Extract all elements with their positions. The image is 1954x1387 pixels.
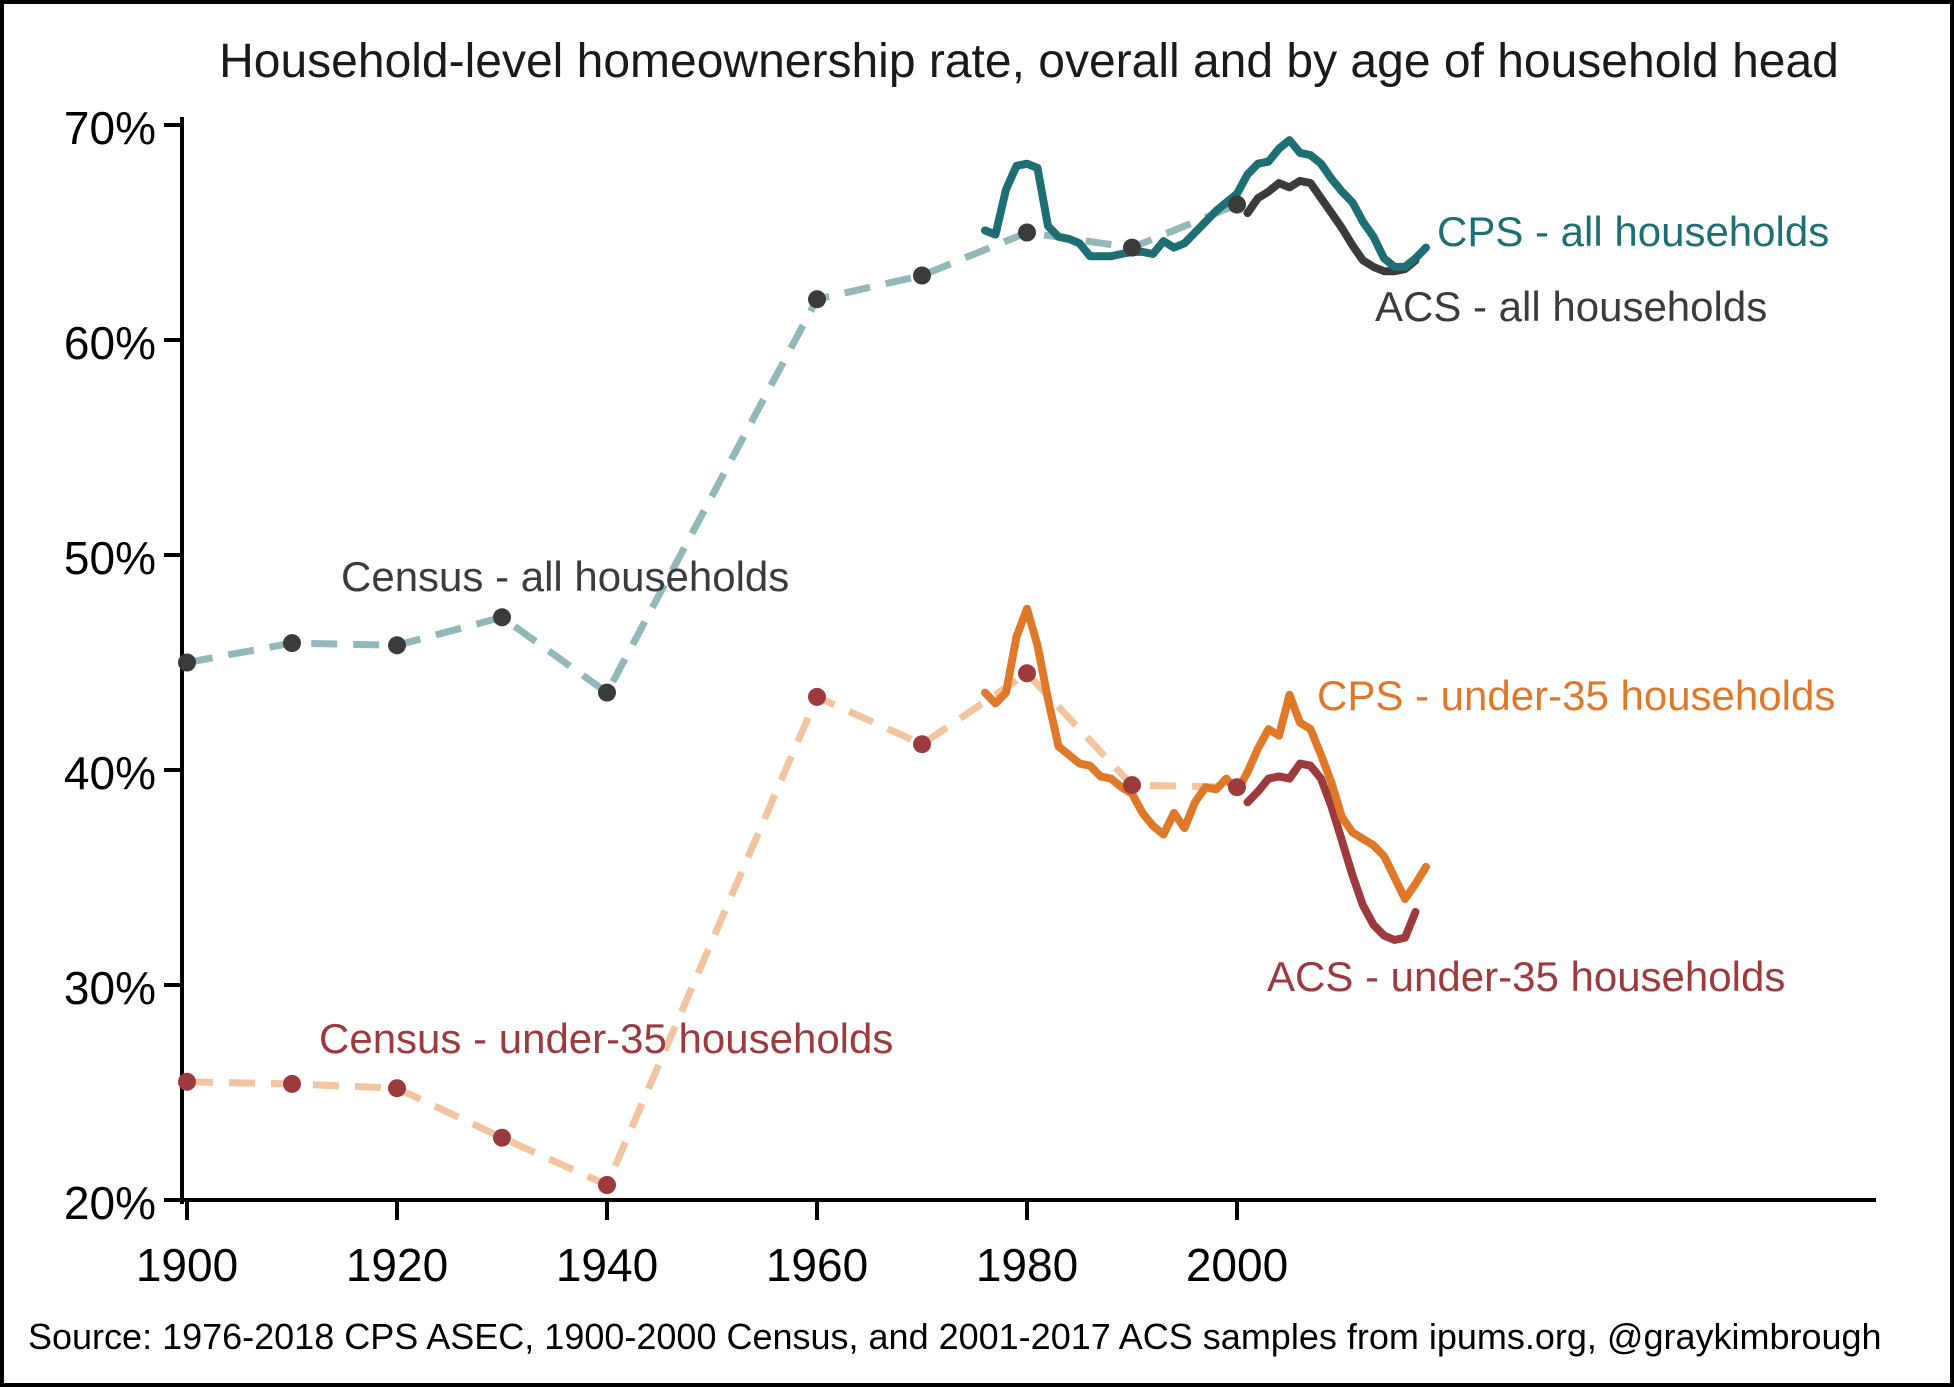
series-dot-census_all bbox=[808, 290, 826, 309]
series-dot-census_all bbox=[1228, 195, 1246, 214]
series-dot-census_u35 bbox=[808, 687, 826, 706]
y-tick bbox=[164, 768, 182, 772]
y-tick bbox=[164, 983, 182, 987]
series-dot-census_all bbox=[1018, 223, 1036, 242]
y-tick-label: 30% bbox=[63, 962, 156, 1014]
series-line-cps_u35 bbox=[981, 604, 1430, 903]
y-tick-label: 70% bbox=[63, 102, 156, 154]
series-dot-census_u35 bbox=[1123, 776, 1141, 795]
series-line-acs_all bbox=[1243, 176, 1420, 276]
series-line-cps_all bbox=[981, 136, 1430, 271]
series-dot-census_u35 bbox=[598, 1176, 616, 1194]
series-dot-census_u35 bbox=[388, 1079, 406, 1098]
source-note: Source: 1976-2018 CPS ASEC, 1900-2000 Ce… bbox=[28, 1316, 1882, 1357]
y-tick bbox=[164, 553, 182, 557]
x-tick bbox=[185, 1202, 189, 1220]
x-tick bbox=[1025, 1202, 1029, 1220]
series-label-acs_u35: ACS - under-35 households bbox=[1267, 953, 1786, 1000]
x-tick bbox=[605, 1202, 609, 1220]
y-tick-label: 60% bbox=[63, 317, 156, 369]
x-tick bbox=[395, 1202, 399, 1220]
series-dot-census_u35 bbox=[178, 1072, 196, 1091]
x-tick-label: 1900 bbox=[135, 1239, 239, 1291]
y-tick bbox=[164, 1198, 182, 1202]
x-axis bbox=[180, 1198, 1876, 1202]
series-dot-census_u35 bbox=[1228, 778, 1246, 797]
series-dot-census_all bbox=[913, 266, 931, 285]
series-dot-census_u35 bbox=[913, 735, 931, 754]
series-dot-census_all bbox=[1123, 238, 1141, 257]
series-dot-census_all bbox=[283, 634, 301, 653]
y-tick-label: 50% bbox=[63, 532, 156, 584]
x-tick bbox=[815, 1202, 819, 1220]
x-tick bbox=[1235, 1202, 1239, 1220]
x-tick-label: 1920 bbox=[345, 1239, 449, 1291]
chart-title: Household-level homeownership rate, over… bbox=[219, 35, 1839, 88]
series-label-acs_all: ACS - all households bbox=[1375, 283, 1768, 330]
series-label-cps_u35: CPS - under-35 households bbox=[1317, 672, 1836, 719]
y-tick bbox=[164, 123, 182, 127]
y-tick bbox=[164, 338, 182, 342]
y-tick-label: 40% bbox=[63, 747, 156, 799]
series-dot-census_all bbox=[178, 653, 196, 672]
x-tick-label: 2000 bbox=[1185, 1239, 1289, 1291]
series-dot-census_all bbox=[493, 608, 511, 627]
series-line-acs_u35 bbox=[1243, 759, 1420, 944]
y-tick-label: 20% bbox=[63, 1177, 156, 1229]
series-plot bbox=[178, 136, 1430, 1194]
series-label-census_u35: Census - under-35 households bbox=[319, 1015, 894, 1062]
series-dot-census_u35 bbox=[283, 1074, 301, 1093]
series-dot-census_u35 bbox=[1018, 664, 1036, 683]
series-label-cps_all: CPS - all households bbox=[1437, 208, 1830, 255]
x-tick-label: 1940 bbox=[555, 1239, 659, 1291]
series-dot-census_all bbox=[388, 636, 406, 655]
series-dot-census_u35 bbox=[493, 1128, 511, 1147]
series-line-census_all bbox=[186, 201, 1239, 697]
x-tick-label: 1980 bbox=[975, 1239, 1079, 1291]
x-tick-label: 1960 bbox=[765, 1239, 869, 1291]
series-line-census_u35 bbox=[186, 669, 1238, 1189]
series-dot-census_all bbox=[598, 683, 616, 702]
series-label-census_all: Census - all households bbox=[341, 553, 790, 600]
